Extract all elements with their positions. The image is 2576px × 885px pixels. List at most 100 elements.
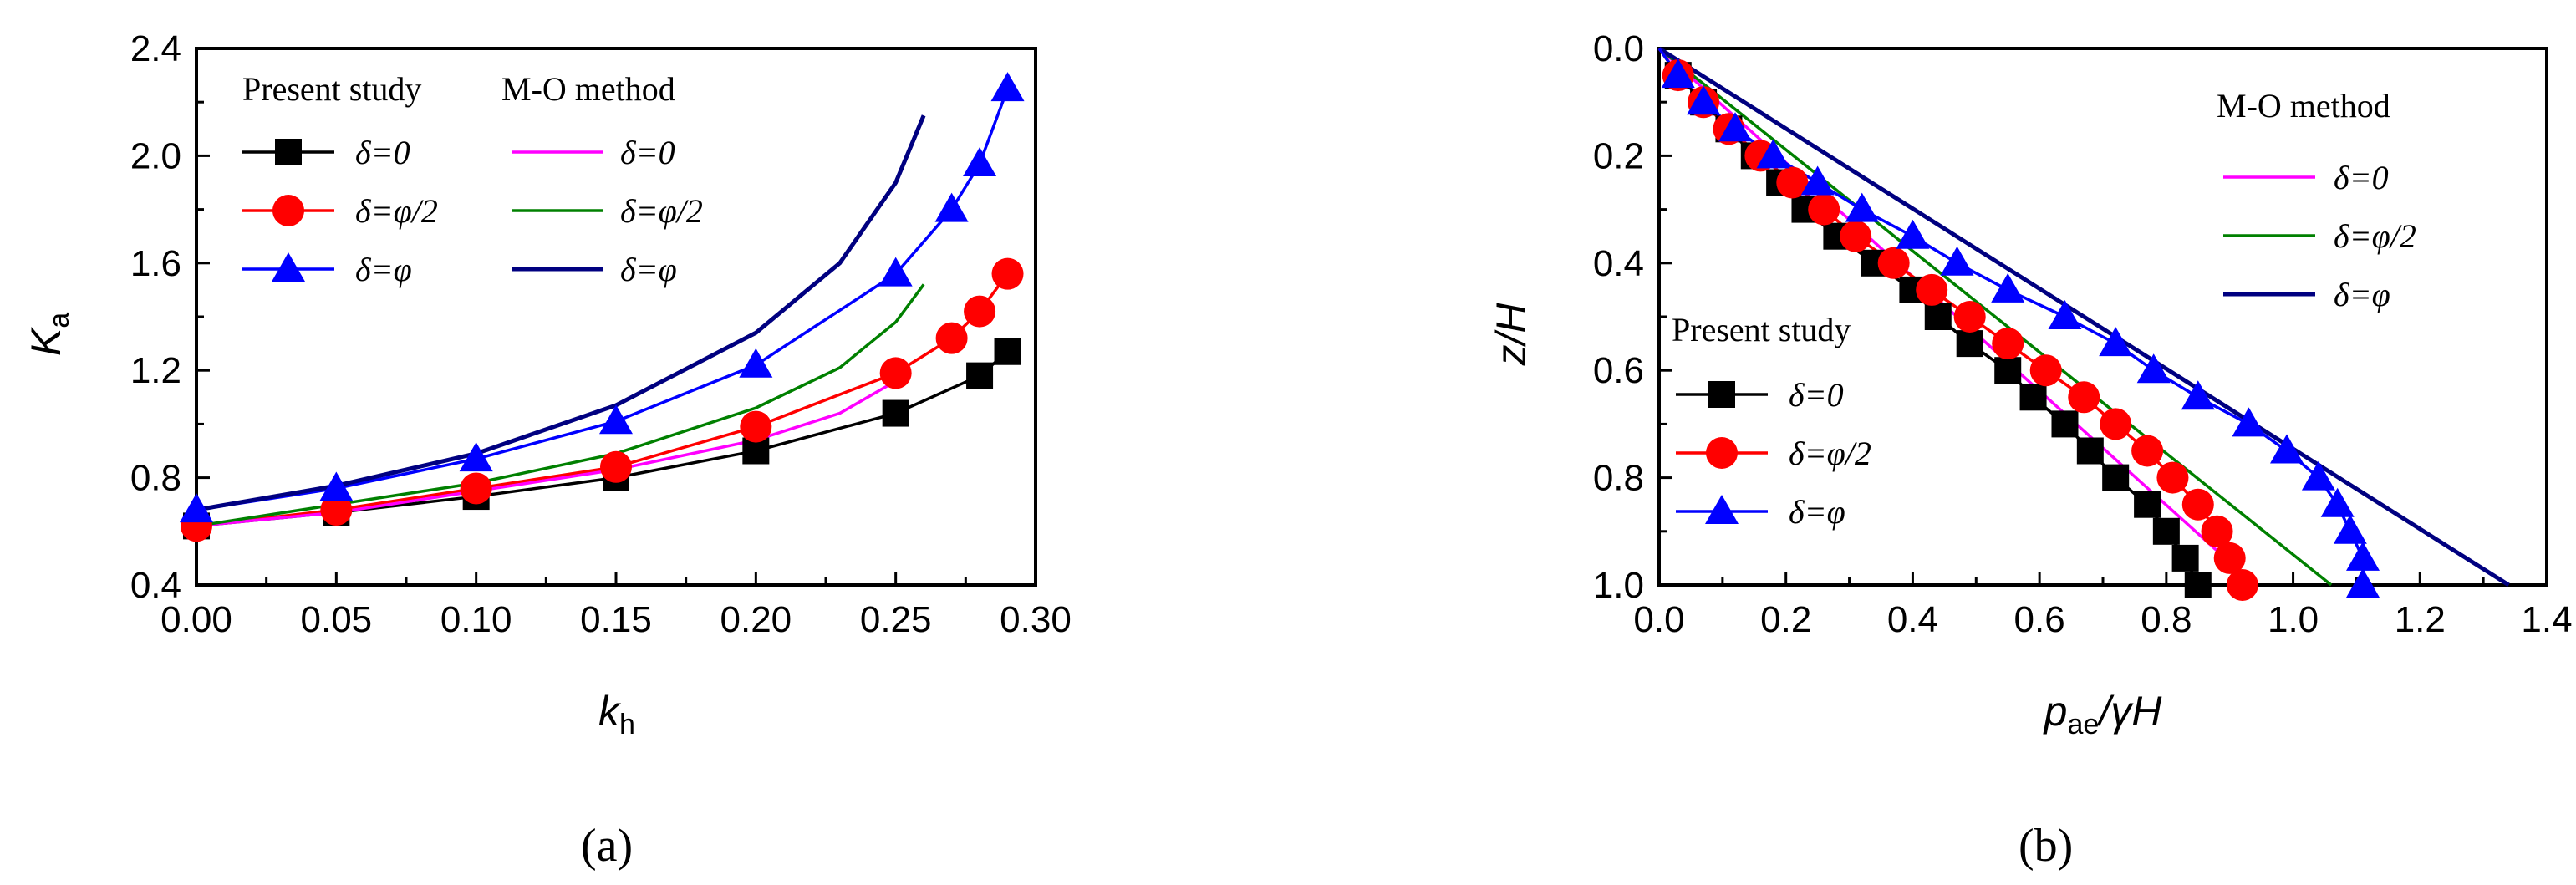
chart-a-delta-phi-half-point — [991, 257, 1024, 290]
chart-a-delta-0-point — [966, 362, 994, 389]
legend-a-label: δ=φ — [355, 251, 412, 288]
chart-a-delta-0-point — [882, 399, 909, 427]
chart-b-ytick-label: 1.0 — [1593, 565, 1644, 606]
chart-b-xtick-label: 1.4 — [2521, 599, 2572, 640]
chart-a-delta-phi-point — [934, 192, 969, 222]
chart-b-mo-delta-phi-half-line — [1657, 47, 2333, 587]
legend-b-label: δ=φ — [1789, 493, 1845, 531]
chart-a-legend-items: δ=0 δ=φ/2 δ=φ δ=0 δ=φ/2 δ=φ — [242, 134, 703, 288]
chart-b-xtick-label: 0.2 — [1760, 599, 1811, 640]
chart-a-legend: Present study M-O method δ=0δ=φ/2δ=φδ=0δ… — [242, 70, 703, 288]
legend-a-label: δ=φ/2 — [620, 192, 703, 230]
chart-a-mo-delta-phi-half-line — [196, 283, 925, 528]
chart-a-delta-phi-point — [990, 72, 1025, 102]
chart-b-xtick-label: 0.0 — [1633, 599, 1684, 640]
chart-a-delta-phi-point — [319, 471, 354, 501]
legend-b-label: δ=φ/2 — [2334, 217, 2416, 255]
chart-b-delta-phi-half-point — [1877, 247, 1910, 279]
chart-a-delta-phi-half-point — [740, 410, 772, 443]
chart-a-xlabel: kh — [598, 688, 635, 740]
chart-b-delta-0-point — [2019, 384, 2047, 411]
chart-b-delta-phi-point — [1756, 139, 1790, 169]
chart-a-delta-phi-point — [739, 348, 773, 378]
legend-a-label: δ=0 — [620, 134, 675, 171]
chart-b: 0.0 0.2 0.4 0.6 0.8 1.0 1.2 1.4 0.0 0.2 0.4 0.6 0.8 1… — [1488, 28, 2573, 872]
chart-b-delta-phi-half-point — [2100, 408, 2132, 440]
chart-b-delta-0-point — [2051, 410, 2079, 438]
chart-a-delta-phi-half-point — [460, 472, 492, 505]
chart-b-delta-phi-half-point — [1953, 301, 1986, 333]
chart-b-delta-phi-point — [2269, 434, 2304, 464]
chart-b-delta-phi-half-point — [2226, 569, 2258, 601]
chart-b-delta-phi-point — [2136, 353, 2171, 384]
chart-a-delta-phi-half-point — [600, 450, 632, 483]
chart-a-xtick-label: 0.00 — [160, 599, 232, 640]
chart-a-xtick-label: 0.20 — [720, 599, 792, 640]
legend-b-marker — [1705, 495, 1739, 524]
chart-b-delta-0-point — [2184, 572, 2212, 598]
chart-b-delta-phi-half-point — [2029, 354, 2062, 387]
chart-b-xtick-label: 1.0 — [2268, 599, 2319, 640]
chart-a-delta-phi-half-point — [320, 494, 353, 526]
chart-b-delta-phi-half-point — [2181, 488, 2214, 521]
chart-b-xlabel-tail: /γH — [2096, 688, 2162, 735]
chart-b-delta-phi-point — [2181, 380, 2215, 410]
chart-b-delta-0-point — [2171, 544, 2199, 572]
chart-b-delta-0-point — [2134, 491, 2161, 518]
chart-b-ytick-label: 0.2 — [1593, 135, 1644, 176]
legend-a-mo-title: M-O method — [501, 70, 675, 108]
legend-a-label: δ=0 — [355, 134, 410, 171]
chart-b-delta-phi-half-point — [2213, 542, 2246, 574]
chart-a-delta-phi-point — [180, 493, 213, 523]
chart-a-delta-phi-half-point — [935, 322, 968, 354]
legend-b-label: δ=φ — [2334, 276, 2390, 313]
chart-b-delta-0-point — [2152, 517, 2180, 545]
chart-b-xtick-label: 0.8 — [2141, 599, 2192, 640]
chart-a-ytick-label: 1.6 — [130, 243, 181, 284]
chart-b-delta-phi-half-point — [2156, 461, 2189, 494]
chart-b-delta-phi-point — [2346, 568, 2380, 598]
chart-a-delta-phi-point — [963, 147, 997, 177]
chart-b-delta-phi-point — [1661, 58, 1695, 89]
chart-a-delta-0-point — [994, 338, 1021, 365]
chart-a-mo-delta-0-line — [196, 379, 897, 528]
chart-a-plot-frame — [195, 47, 1037, 587]
chart-b-plot-frame — [1657, 47, 2548, 587]
legend-b-present-title: Present study — [1672, 311, 1851, 348]
chart-a-delta-phi-point — [599, 404, 633, 435]
chart-a-xlabel-main: k — [598, 688, 622, 735]
chart-b-delta-phi-half-point — [2068, 381, 2100, 414]
legend-a-marker — [272, 195, 304, 226]
chart-b-ticks: 0.0 0.2 0.4 0.6 0.8 1.0 1.2 1.4 0.0 0.2 0.4 0.6 0.8 1… — [1593, 28, 2573, 640]
legend-a-label: δ=φ/2 — [355, 192, 438, 230]
chart-b-delta-phi-point — [2346, 541, 2380, 571]
chart-b-xtick-label: 0.6 — [2014, 599, 2065, 640]
legend-a-marker — [275, 139, 302, 165]
chart-a-delta-phi-point — [459, 442, 493, 472]
chart-b-ytick-label: 0.6 — [1593, 350, 1644, 391]
chart-a-ticks: 0.00 0.05 0.10 0.15 0.20 0.25 0.30 0.4 0.8 1.2 1.6… — [130, 28, 1072, 640]
chart-a-xtick-label: 0.30 — [1000, 599, 1072, 640]
chart-b-delta-phi-point — [1940, 246, 1974, 276]
chart-b-delta-0-point — [1924, 303, 1952, 330]
chart-b-panel-label: (b) — [2019, 820, 2073, 872]
legend-b-marker — [1708, 381, 1735, 408]
chart-a-mo-delta-phi-line — [196, 114, 926, 512]
chart-b-delta-phi-half-point — [1808, 193, 1840, 226]
chart-b-ylabel: z/H — [1488, 303, 1535, 367]
chart-a-ytick-label: 0.4 — [130, 565, 181, 606]
chart-a-xtick-label: 0.25 — [860, 599, 932, 640]
chart-a-ytick-label: 2.4 — [130, 28, 181, 69]
chart-a-ylabel-sub: a — [43, 313, 75, 328]
chart-a-delta-phi-half-point — [964, 295, 996, 328]
chart-b-ytick-label: 0.0 — [1593, 28, 1644, 69]
legend-b-marker — [1706, 437, 1738, 469]
chart-b-legend: M-O method Present study δ=0δ=φ/2δ=φδ=0δ… — [1672, 87, 2416, 531]
chart-b-mo-delta-phi-line — [1657, 46, 2510, 587]
chart-b-delta-phi-point — [1800, 165, 1835, 196]
chart-b-ytick-label: 0.4 — [1593, 243, 1644, 284]
chart-b-delta-0-point — [1956, 330, 1983, 358]
chart-b-delta-phi-point — [2320, 487, 2355, 517]
chart-b-delta-phi-point — [1718, 112, 1753, 142]
